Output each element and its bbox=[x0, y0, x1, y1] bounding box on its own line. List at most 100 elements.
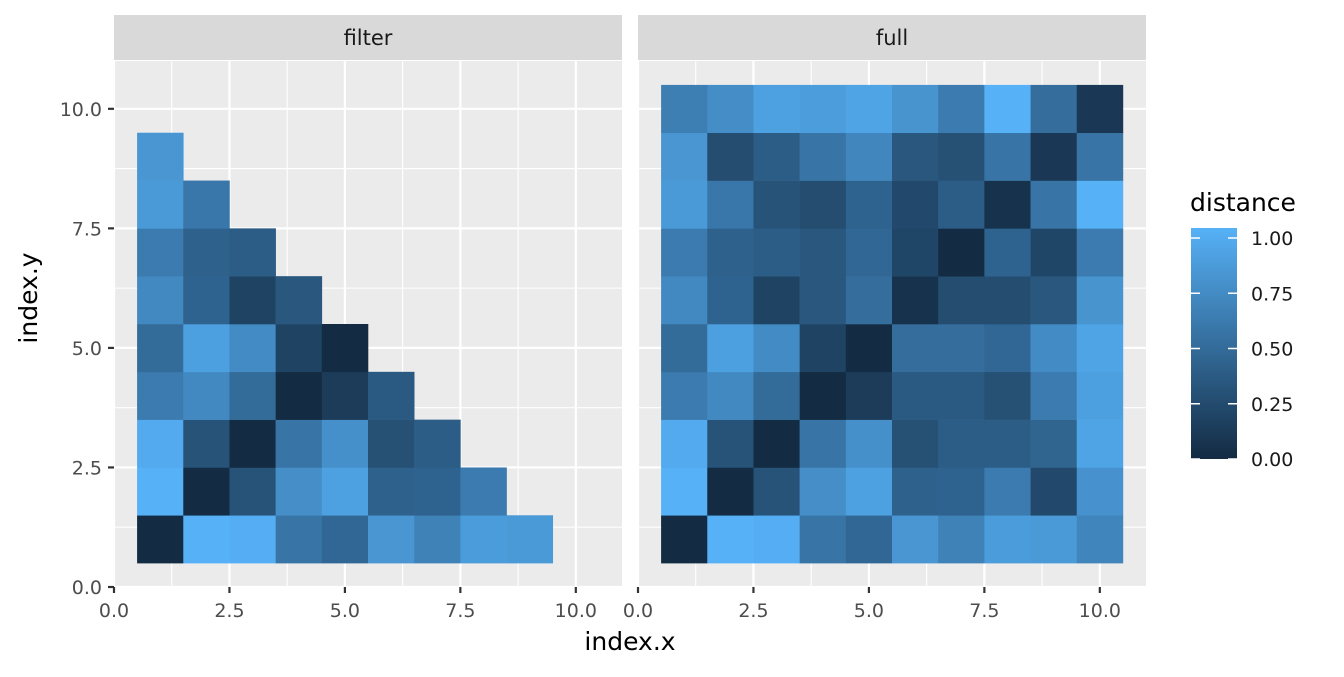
heat-tile bbox=[1030, 84, 1078, 134]
facet-strip bbox=[114, 15, 622, 60]
heat-tile bbox=[984, 180, 1031, 229]
x-tick-label: 2.5 bbox=[738, 600, 768, 622]
heat-tile bbox=[368, 419, 415, 468]
heat-tile bbox=[938, 419, 985, 468]
y-tick-label: 5.0 bbox=[72, 338, 102, 360]
heat-tile bbox=[984, 276, 1031, 325]
heat-tile bbox=[321, 515, 369, 564]
x-tick-label: 2.5 bbox=[214, 600, 244, 622]
heat-tile bbox=[661, 228, 708, 277]
legend-tick-label: 1.00 bbox=[1251, 228, 1293, 250]
heat-tile bbox=[938, 324, 985, 373]
heat-tile bbox=[460, 467, 507, 516]
legend-colorbar bbox=[1191, 228, 1237, 459]
heat-tile bbox=[799, 324, 847, 373]
heat-tile bbox=[368, 467, 415, 516]
heat-tile bbox=[707, 371, 754, 420]
heat-tile bbox=[845, 324, 893, 373]
heat-tile bbox=[799, 132, 847, 181]
heat-tile bbox=[321, 467, 369, 516]
heat-tile bbox=[661, 324, 708, 373]
heat-tile bbox=[892, 324, 939, 373]
heat-tile bbox=[753, 324, 800, 373]
heat-tile bbox=[275, 371, 323, 420]
heat-tile bbox=[183, 228, 230, 277]
heat-tile bbox=[707, 84, 754, 134]
heat-tile bbox=[229, 467, 276, 516]
heat-tile bbox=[892, 132, 939, 181]
heat-tile bbox=[984, 84, 1031, 134]
heat-tile bbox=[892, 276, 939, 325]
heat-tile bbox=[183, 371, 230, 420]
heat-tile bbox=[938, 276, 985, 325]
heat-tile bbox=[707, 467, 754, 516]
heat-tile bbox=[845, 371, 893, 420]
heat-tile bbox=[1076, 84, 1124, 134]
x-axis-title: index.x bbox=[584, 627, 675, 656]
heat-tile bbox=[707, 132, 754, 181]
heat-tile bbox=[1030, 515, 1078, 564]
heat-tile bbox=[229, 515, 276, 564]
heat-tile bbox=[506, 515, 554, 564]
heat-tile bbox=[1030, 228, 1078, 277]
heat-tile bbox=[661, 276, 708, 325]
facet-strip-label: full bbox=[876, 26, 908, 50]
heat-tile bbox=[753, 515, 800, 564]
heat-tile bbox=[984, 132, 1031, 181]
heat-tile bbox=[1030, 324, 1078, 373]
heat-tile bbox=[275, 419, 323, 468]
heat-tile bbox=[845, 132, 893, 181]
heat-tile bbox=[753, 180, 800, 229]
facet-strip-label: filter bbox=[344, 26, 393, 50]
heat-tile bbox=[984, 419, 1031, 468]
heat-tile bbox=[938, 371, 985, 420]
heat-tile bbox=[137, 371, 184, 420]
x-tick-label: 10.0 bbox=[1079, 600, 1121, 622]
legend-tick-label: 0.00 bbox=[1251, 449, 1293, 471]
heat-tile bbox=[137, 324, 184, 373]
heat-tile bbox=[183, 419, 230, 468]
heat-tile bbox=[984, 467, 1031, 516]
y-tick-label: 0.0 bbox=[72, 577, 102, 599]
heat-tile bbox=[229, 419, 276, 468]
heat-tile bbox=[1076, 180, 1124, 229]
heat-tile bbox=[183, 324, 230, 373]
heat-tile bbox=[1076, 419, 1124, 468]
heat-tile bbox=[1030, 180, 1078, 229]
heat-tile bbox=[1030, 132, 1078, 181]
facet-strip bbox=[638, 15, 1146, 60]
heat-tile bbox=[661, 467, 708, 516]
heat-tile bbox=[938, 467, 985, 516]
heat-tile bbox=[892, 371, 939, 420]
heat-tile bbox=[460, 515, 507, 564]
heat-tile bbox=[845, 419, 893, 468]
heat-tile bbox=[661, 180, 708, 229]
heat-tile bbox=[799, 180, 847, 229]
heat-tile bbox=[892, 84, 939, 134]
heat-tile bbox=[1030, 467, 1078, 516]
heat-tile bbox=[1076, 276, 1124, 325]
heat-tile bbox=[707, 180, 754, 229]
axes-layer: 0.0 2.5 5.0 7.5 10.0 0.0 2.5 5.0 7.5 10.0 0.0 2.5 5.… bbox=[60, 99, 1121, 622]
heat-tile bbox=[799, 419, 847, 468]
heat-tile bbox=[137, 180, 184, 229]
heat-tile bbox=[892, 228, 939, 277]
y-tick-label: 10.0 bbox=[60, 99, 102, 121]
heat-tile bbox=[229, 228, 276, 277]
heat-tile bbox=[1076, 132, 1124, 181]
heat-tile bbox=[707, 276, 754, 325]
heat-tile bbox=[661, 515, 708, 564]
heat-tile bbox=[845, 467, 893, 516]
heat-tile bbox=[137, 228, 184, 277]
heat-tile bbox=[938, 132, 985, 181]
heat-tile bbox=[938, 84, 985, 134]
heat-tile bbox=[1030, 276, 1078, 325]
x-tick-label: 0.0 bbox=[623, 600, 653, 622]
heat-tile bbox=[183, 276, 230, 325]
heat-tile bbox=[845, 180, 893, 229]
heat-tile bbox=[137, 515, 184, 564]
heat-tile bbox=[137, 132, 184, 181]
heat-tile bbox=[183, 467, 230, 516]
